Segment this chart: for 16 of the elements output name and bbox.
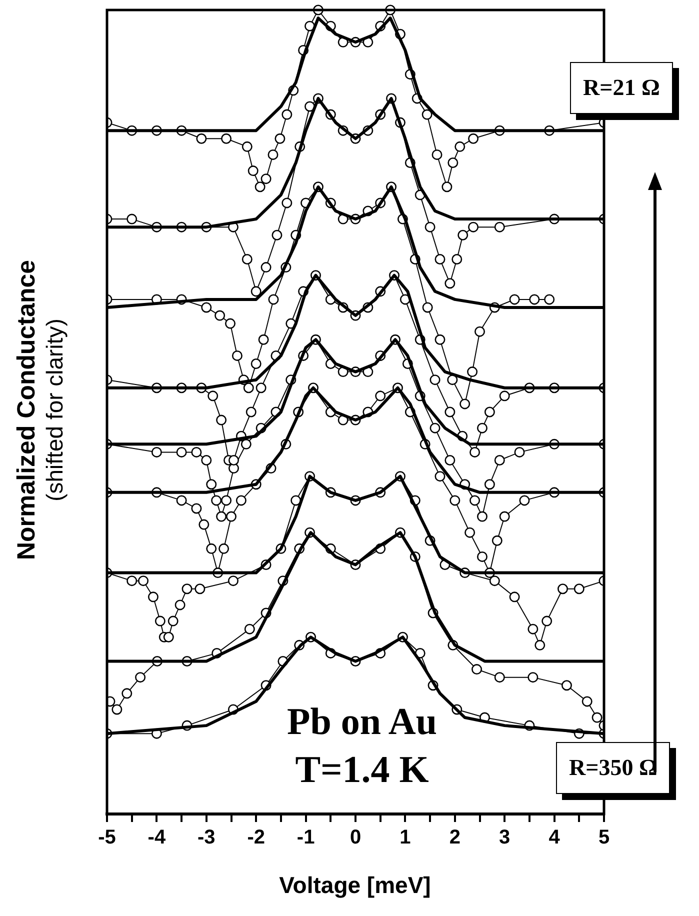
- annotation: R=21 Ω: [570, 62, 673, 114]
- x-tick-label: 1: [400, 826, 411, 849]
- x-tick-label: 0: [350, 826, 362, 849]
- x-tick-label: 5: [598, 826, 610, 849]
- x-tick-label: -1: [296, 826, 315, 849]
- x-tick-label: 3: [499, 826, 510, 849]
- x-tick-label: 4: [548, 826, 561, 849]
- annotation: Pb on Au: [287, 700, 437, 744]
- y-axis-title: Normalized Conductance (shifted for clarity): [12, 260, 68, 560]
- x-tick-label: -3: [198, 826, 216, 849]
- x-tick-label: 2: [449, 826, 460, 849]
- annotation: T=1.4 K: [295, 748, 429, 792]
- x-tick-label: -2: [247, 826, 265, 849]
- x-tick-label: -4: [148, 826, 166, 849]
- x-axis-title: Voltage [meV]: [279, 872, 431, 899]
- x-tick-label: -5: [98, 826, 116, 849]
